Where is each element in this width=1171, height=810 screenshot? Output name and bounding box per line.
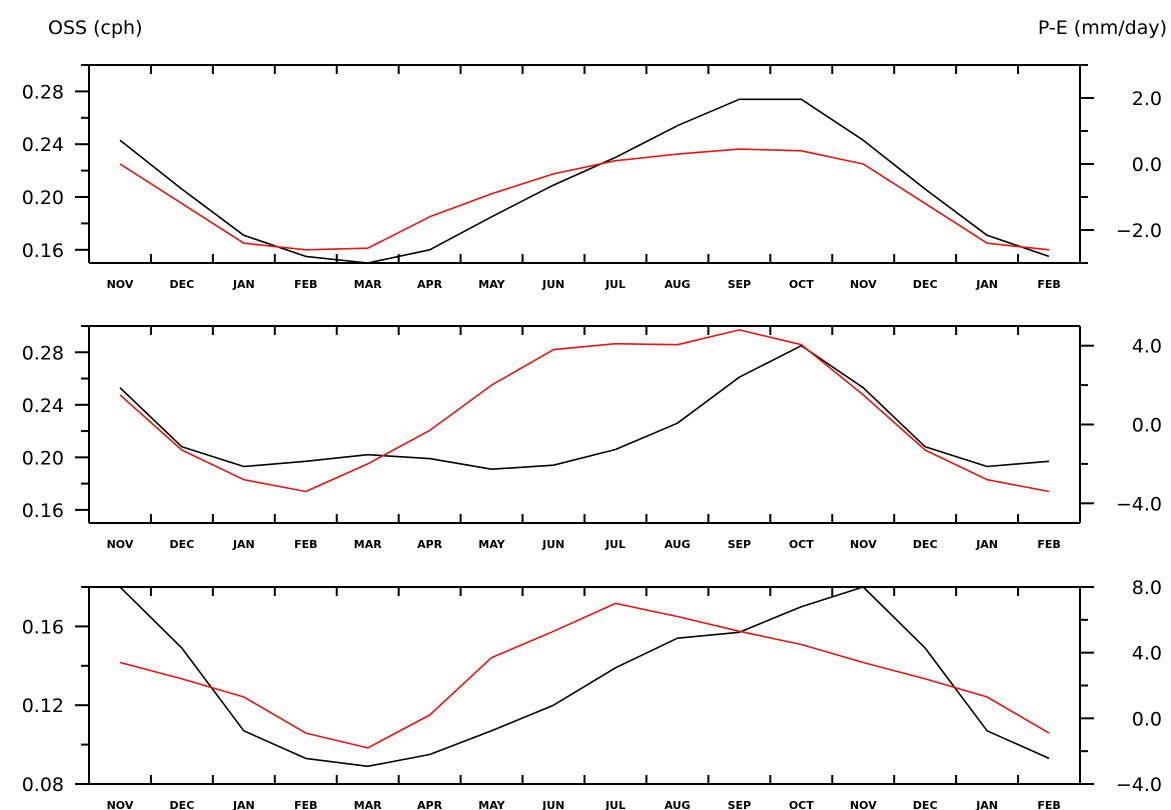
left-tick-label: 0.20: [22, 447, 64, 469]
right-tick-label: 8.0: [1132, 577, 1162, 599]
month-label: AUG: [664, 538, 690, 551]
left-tick-label: 0.16: [22, 616, 64, 638]
month-label: APR: [417, 538, 443, 551]
left-tick-label: 0.16: [22, 500, 64, 522]
left-axis-title: OSS (cph): [48, 17, 143, 39]
month-label: JAN: [232, 538, 255, 551]
month-label: SEP: [728, 799, 752, 810]
month-label: AUG: [664, 799, 690, 810]
left-tick-label: 0.24: [22, 134, 64, 156]
oss-series-line: [119, 98, 1050, 264]
month-label: MAR: [354, 278, 382, 291]
month-label: JAN: [232, 278, 255, 291]
month-label: SEP: [728, 538, 752, 551]
month-label: NOV: [107, 538, 134, 551]
month-label: JUN: [541, 799, 564, 810]
month-label: JUL: [604, 278, 625, 291]
right-tick-label: 0.0: [1132, 708, 1162, 730]
month-label: SEP: [728, 278, 752, 291]
right-tick-label: −2.0: [1116, 220, 1162, 242]
month-label: JUN: [541, 538, 564, 551]
month-label: MAR: [354, 538, 382, 551]
month-label: DEC: [913, 278, 938, 291]
panel-2: NOV DEC JAN FEB MAR APR MAY JUN JUL AUG SEP OCT NOV D…: [22, 325, 1162, 551]
month-label: DEC: [170, 799, 195, 810]
month-label: FEB: [1037, 538, 1060, 551]
month-label: OCT: [789, 278, 814, 291]
month-label: DEC: [170, 538, 195, 551]
left-tick-label: 0.12: [22, 695, 64, 717]
month-label: NOV: [850, 799, 877, 810]
month-label: JAN: [232, 799, 255, 810]
month-label: MAY: [478, 278, 505, 291]
right-tick-label: 2.0: [1132, 88, 1162, 110]
panel-3: NOV DEC JAN FEB MAR APR MAY JUN JUL AUG SEP OCT NOV D…: [22, 577, 1162, 810]
right-tick-label: 4.0: [1132, 643, 1162, 665]
month-label: DEC: [170, 278, 195, 291]
month-label: MAY: [478, 799, 505, 810]
pe-series-line: [119, 602, 1050, 749]
right-tick-label: −4.0: [1116, 774, 1162, 796]
month-label: NOV: [850, 278, 877, 291]
left-tick-label: 0.28: [22, 81, 64, 103]
month-label: AUG: [664, 278, 690, 291]
month-label: APR: [417, 278, 443, 291]
panel-1: NOV DEC JAN FEB MAR APR MAY JUN JUL AUG SEP OCT NOV D…: [22, 64, 1162, 291]
left-tick-label: 0.08: [22, 774, 64, 796]
month-label: FEB: [294, 538, 317, 551]
left-tick-label: 0.28: [22, 342, 64, 364]
month-label: FEB: [1037, 278, 1060, 291]
right-tick-label: 0.0: [1132, 415, 1162, 437]
month-label: NOV: [850, 538, 877, 551]
oss-series-line: [119, 586, 1050, 768]
month-label: DEC: [913, 799, 938, 810]
month-label: OCT: [789, 799, 814, 810]
oss-series-line: [119, 344, 1050, 471]
month-label: NOV: [107, 799, 134, 810]
left-tick-label: 0.24: [22, 395, 64, 417]
pe-series-line: [119, 148, 1050, 251]
month-label: JUL: [604, 799, 625, 810]
month-label: OCT: [789, 538, 814, 551]
right-tick-label: 4.0: [1132, 336, 1162, 358]
month-label: FEB: [1037, 799, 1060, 810]
month-label: FEB: [294, 278, 317, 291]
month-label: FEB: [294, 799, 317, 810]
month-label: NOV: [107, 278, 134, 291]
month-label: JAN: [975, 278, 998, 291]
pe-series-line: [119, 329, 1050, 493]
month-label: JUN: [541, 278, 564, 291]
month-label: JAN: [975, 799, 998, 810]
left-tick-label: 0.20: [22, 187, 64, 209]
month-label: JAN: [975, 538, 998, 551]
right-axis-title: P-E (mm/day): [1038, 17, 1167, 39]
month-label: MAY: [478, 538, 505, 551]
month-label: DEC: [913, 538, 938, 551]
right-tick-label: 0.0: [1132, 154, 1162, 176]
month-label: APR: [417, 799, 443, 810]
right-tick-label: −4.0: [1116, 493, 1162, 515]
month-label: MAR: [354, 799, 382, 810]
month-label: JUL: [604, 538, 625, 551]
left-tick-label: 0.16: [22, 240, 64, 262]
